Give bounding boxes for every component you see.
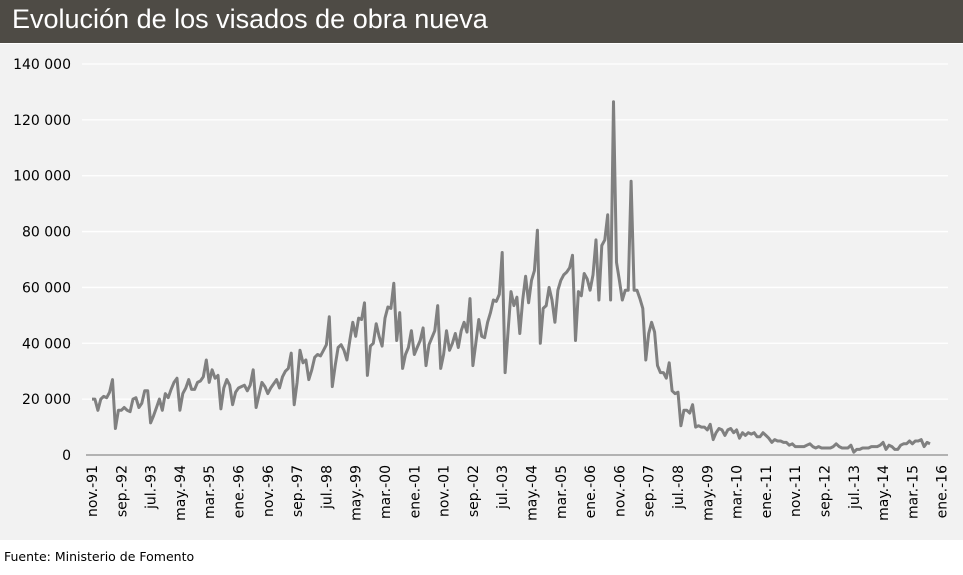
y-tick-label: 40 000 [22,336,71,352]
x-tick-label: ene.-16 [935,465,951,519]
x-tick-label: mar.-95 [202,465,218,519]
x-tick-label: sep.-92 [114,465,130,517]
y-tick-label: 140 000 [13,57,71,73]
x-tick-label: ene.-96 [232,465,248,519]
x-tick-label: may.-09 [700,465,716,521]
x-tick-label: ene.-01 [407,465,423,518]
plot-area [0,44,963,540]
y-tick-label: 100 000 [13,169,71,185]
x-tick-label: mar.-05 [554,465,570,519]
y-tick-label: 20 000 [22,392,71,408]
y-tick-label: 120 000 [13,113,71,129]
x-tick-label: may.-99 [349,465,365,521]
x-tick-label: mar.-15 [905,465,921,519]
x-tick-label: may.-14 [876,465,892,521]
y-tick-label: 0 [62,448,71,464]
y-tick-label: 60 000 [22,280,71,296]
x-tick-label: sep.-02 [466,465,482,517]
source-note: Fuente: Ministerio de Fomento [4,549,195,564]
x-tick-label: mar.-00 [378,465,394,519]
x-tick-label: nov.-96 [261,465,277,517]
x-tick-label: mar.-10 [730,465,746,519]
x-tick-label: jul.-03 [495,465,511,510]
x-tick-label: sep.-97 [290,465,306,517]
x-tick-label: ene.-06 [583,465,599,519]
x-tick-label: may.-04 [525,465,541,521]
chart-title: Evolución de los visados de obra nueva [12,4,488,34]
x-tick-label: may.-94 [173,465,189,521]
x-tick-label: nov.-91 [85,465,101,517]
x-tick-label: jul.-13 [847,465,863,510]
x-tick-label: jul.-08 [671,465,687,510]
x-tick-label: nov.-06 [612,465,628,517]
title-bar: Evolución de los visados de obra nueva [0,0,963,43]
x-tick-label: sep.-07 [642,465,658,517]
x-tick-label: sep.-12 [818,465,834,517]
x-tick-label: ene.-11 [759,465,775,518]
x-tick-label: jul.-93 [144,465,160,510]
y-tick-label: 80 000 [22,225,71,241]
x-tick-label: nov.-11 [788,465,804,517]
series-line [92,100,931,454]
x-tick-label: jul.-98 [319,465,335,510]
x-tick-label: nov.-01 [437,465,453,517]
